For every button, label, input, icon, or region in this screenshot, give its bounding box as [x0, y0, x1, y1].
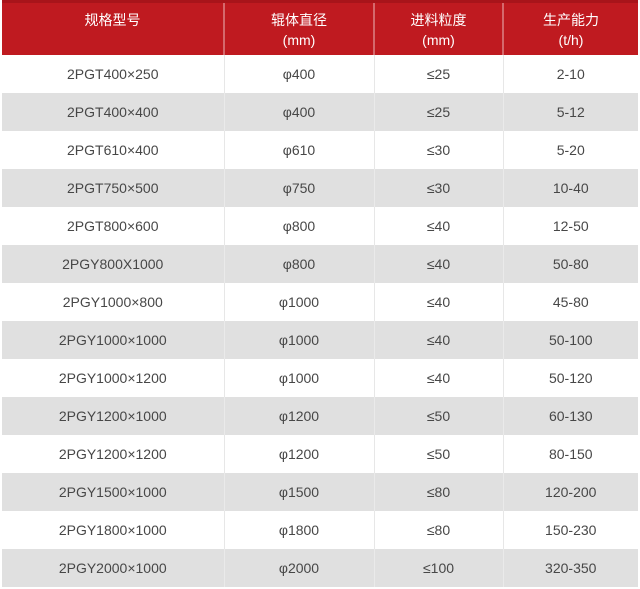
- table-cell-model: 2PGY800X1000: [2, 245, 225, 283]
- table-row: 2PGT800×600 φ800 ≤40 12-50: [2, 207, 638, 245]
- table-cell-roller-diameter: φ610: [224, 131, 375, 169]
- table-cell-capacity: 150-230: [503, 511, 638, 549]
- table-cell-roller-diameter: φ1200: [224, 435, 375, 473]
- table-cell-feed-size: ≤80: [374, 511, 504, 549]
- table-cell-capacity: 80-150: [503, 435, 638, 473]
- table-cell-capacity: 50-80: [503, 245, 638, 283]
- table-row: 2PGT400×400 φ400 ≤25 5-12: [2, 93, 638, 131]
- header-title-model: 规格型号: [84, 12, 141, 28]
- table-row: 2PGY2000×1000 φ2000 ≤100 320-350: [2, 549, 638, 587]
- table-cell-model: 2PGY2000×1000: [2, 549, 225, 587]
- table-cell-feed-size: ≤25: [374, 55, 504, 93]
- table-cell-roller-diameter: φ400: [224, 93, 375, 131]
- table-row: 2PGY800X1000 φ800 ≤40 50-80: [2, 245, 638, 283]
- table-cell-feed-size: ≤40: [374, 359, 504, 397]
- table-cell-model: 2PGY1500×1000: [2, 473, 225, 511]
- table-cell-roller-diameter: φ400: [224, 55, 375, 93]
- header-unit-feed-size: (mm): [422, 32, 455, 48]
- table-cell-roller-diameter: φ1500: [224, 473, 375, 511]
- table-cell-feed-size: ≤50: [374, 397, 504, 435]
- table-row: 2PGT400×250 φ400 ≤25 2-10: [2, 55, 638, 93]
- table-cell-model: 2PGY1200×1000: [2, 397, 225, 435]
- table-cell-capacity: 5-12: [503, 93, 638, 131]
- table-cell-roller-diameter: φ1800: [224, 511, 375, 549]
- table-cell-model: 2PGY1800×1000: [2, 511, 225, 549]
- header-title-roller-diameter: 辊体直径: [271, 12, 327, 28]
- table-cell-roller-diameter: φ1000: [224, 283, 375, 321]
- table-cell-feed-size: ≤50: [374, 435, 504, 473]
- table-cell-roller-diameter: φ1000: [224, 359, 375, 397]
- table-cell-capacity: 60-130: [503, 397, 638, 435]
- table-row: 2PGY1000×800 φ1000 ≤40 45-80: [2, 283, 638, 321]
- table-cell-feed-size: ≤40: [374, 207, 504, 245]
- header-cell-roller-diameter: 辊体直径 (mm): [224, 0, 375, 55]
- table-cell-feed-size: ≤40: [374, 283, 504, 321]
- table-cell-model: 2PGY1000×1200: [2, 359, 225, 397]
- table-cell-roller-diameter: φ2000: [224, 549, 375, 587]
- table-cell-feed-size: ≤80: [374, 473, 504, 511]
- table-cell-model: 2PGT400×400: [2, 93, 225, 131]
- header-title-capacity: 生产能力: [543, 12, 599, 28]
- table-cell-feed-size: ≤25: [374, 93, 504, 131]
- table-cell-model: 2PGY1200×1200: [2, 435, 225, 473]
- table-cell-roller-diameter: φ750: [224, 169, 375, 207]
- table-cell-capacity: 120-200: [503, 473, 638, 511]
- table-row: 2PGY1800×1000 φ1800 ≤80 150-230: [2, 511, 638, 549]
- table-row: 2PGT750×500 φ750 ≤30 10-40: [2, 169, 638, 207]
- table-row: 2PGY1000×1000 φ1000 ≤40 50-100: [2, 321, 638, 359]
- table-cell-roller-diameter: φ800: [224, 245, 375, 283]
- header-title-feed-size: 进料粒度: [410, 12, 467, 28]
- table-cell-roller-diameter: φ1200: [224, 397, 375, 435]
- table-row: 2PGY1200×1200 φ1200 ≤50 80-150: [2, 435, 638, 473]
- header-cell-model: 规格型号: [2, 0, 225, 55]
- table-cell-feed-size: ≤30: [374, 131, 504, 169]
- header-cell-feed-size: 进料粒度 (mm): [374, 0, 504, 55]
- table-cell-capacity: 5-20: [503, 131, 638, 169]
- table-row: 2PGY1500×1000 φ1500 ≤80 120-200: [2, 473, 638, 511]
- header-unit-capacity: (t/h): [558, 32, 584, 48]
- table-cell-model: 2PGT400×250: [2, 55, 225, 93]
- table-cell-feed-size: ≤100: [374, 549, 504, 587]
- header-cell-capacity: 生产能力 (t/h): [503, 0, 638, 55]
- table-cell-feed-size: ≤30: [374, 169, 504, 207]
- table-cell-capacity: 10-40: [503, 169, 638, 207]
- table-cell-capacity: 45-80: [503, 283, 638, 321]
- table-cell-capacity: 320-350: [503, 549, 638, 587]
- table-cell-model: 2PGT800×600: [2, 207, 225, 245]
- table-cell-model: 2PGY1000×1000: [2, 321, 225, 359]
- table-cell-capacity: 50-100: [503, 321, 638, 359]
- table-cell-capacity: 2-10: [503, 55, 638, 93]
- header-row: 规格型号 辊体直径 (mm) 进料粒度 (mm) 生产能力 (t/h): [2, 0, 638, 55]
- table-header: 规格型号 辊体直径 (mm) 进料粒度 (mm) 生产能力 (t/h): [2, 0, 638, 55]
- table-row: 2PGY1000×1200 φ1000 ≤40 50-120: [2, 359, 638, 397]
- table-cell-roller-diameter: φ800: [224, 207, 375, 245]
- table-row: 2PGY1200×1000 φ1200 ≤50 60-130: [2, 397, 638, 435]
- table-cell-model: 2PGT750×500: [2, 169, 225, 207]
- table-cell-roller-diameter: φ1000: [224, 321, 375, 359]
- table-cell-feed-size: ≤40: [374, 321, 504, 359]
- table-body: 2PGT400×250 φ400 ≤25 2-10 2PGT400×400 φ400 ≤25…: [2, 55, 638, 587]
- table-cell-model: 2PGY1000×800: [2, 283, 225, 321]
- table-cell-feed-size: ≤40: [374, 245, 504, 283]
- table-cell-model: 2PGT610×400: [2, 131, 225, 169]
- header-unit-model: [2, 31, 223, 50]
- header-unit-roller-diameter: (mm): [282, 32, 316, 48]
- table-cell-capacity: 12-50: [503, 207, 638, 245]
- table-row: 2PGT610×400 φ610 ≤30 5-20: [2, 131, 638, 169]
- table-cell-capacity: 50-120: [503, 359, 638, 397]
